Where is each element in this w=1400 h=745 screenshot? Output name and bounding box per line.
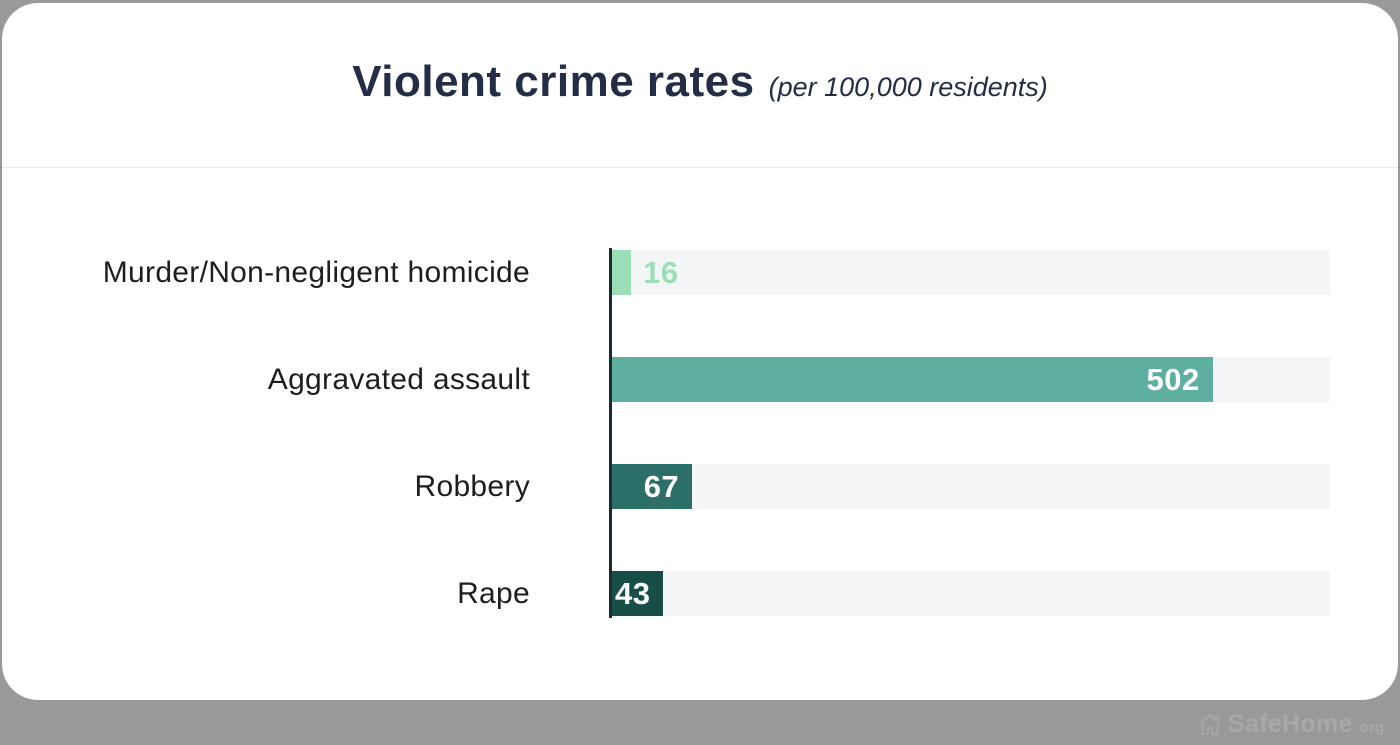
value-label: 16 xyxy=(643,254,679,290)
chart-title: Violent crime rates xyxy=(352,57,755,106)
bar-track: 67 xyxy=(612,464,1330,509)
chart-header: Violent crime rates (per 100,000 residen… xyxy=(2,3,1398,168)
chart-row: Murder/Non-negligent homicide 16 xyxy=(2,250,1398,295)
value-label: 502 xyxy=(1146,361,1200,397)
category-label: Rape xyxy=(457,576,530,610)
watermark-brand: SafeHome xyxy=(1227,710,1353,738)
bar-aggravated-assault: 502 xyxy=(612,357,1213,402)
chart-row: Aggravated assault 502 xyxy=(2,357,1398,402)
bar-chart: Murder/Non-negligent homicide 16 Aggrava… xyxy=(2,168,1398,618)
category-label: Aggravated assault xyxy=(267,362,530,396)
chart-row: Robbery 67 xyxy=(2,464,1398,509)
category-label: Murder/Non-negligent homicide xyxy=(102,255,530,289)
value-label: 43 xyxy=(614,575,651,611)
bar-track: 43 xyxy=(612,571,1330,616)
chart-card: Violent crime rates (per 100,000 residen… xyxy=(2,3,1398,700)
bar-robbery: 67 xyxy=(612,464,693,509)
chart-subtitle: (per 100,000 residents) xyxy=(768,71,1048,102)
house-icon xyxy=(1200,713,1220,735)
bar-rape: 43 xyxy=(612,571,664,616)
value-label: 67 xyxy=(643,468,680,504)
bar-track: 16 xyxy=(612,250,1330,295)
category-label: Robbery xyxy=(414,469,530,503)
chart-row: Rape 43 xyxy=(2,571,1398,616)
bar-track: 502 xyxy=(612,357,1330,402)
bar-murder xyxy=(612,250,632,295)
watermark-tld: .org xyxy=(1355,719,1384,736)
safehome-watermark: SafeHome .org xyxy=(1198,710,1384,739)
y-axis-line xyxy=(609,248,612,618)
